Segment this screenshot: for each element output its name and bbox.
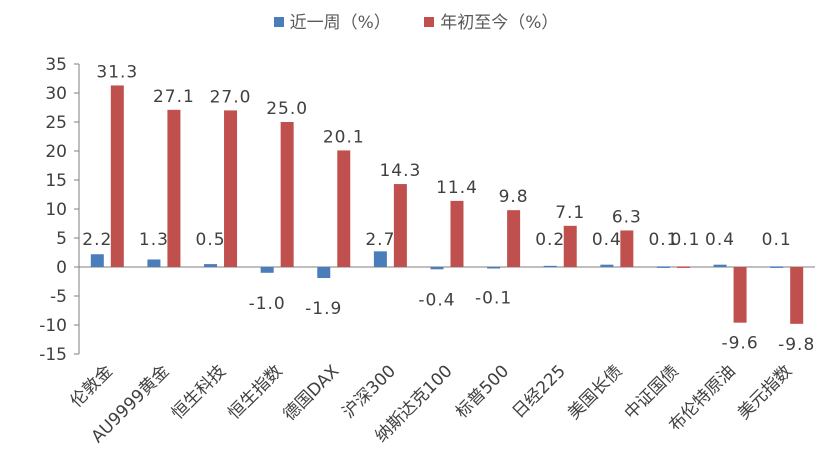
category-label: 恒生指数 — [224, 361, 286, 423]
data-label-ytd: 11.4 — [436, 178, 478, 198]
bar-ytd — [450, 200, 464, 267]
y-tick-label: -5 — [50, 287, 67, 307]
y-tick-label: -15 — [39, 345, 67, 365]
bar-ytd — [393, 184, 407, 267]
bar-layer — [90, 85, 804, 324]
data-label-weekly: -1.9 — [305, 299, 342, 319]
bar-ytd — [224, 110, 238, 268]
legend-label-weekly: 近一周（%） — [289, 13, 391, 33]
y-tick-label: 25 — [45, 113, 67, 133]
bar-ytd — [790, 267, 804, 324]
data-label-ytd: -9.6 — [721, 334, 758, 354]
data-label-ytd: 7.1 — [555, 203, 585, 223]
y-tick-label: 5 — [56, 229, 67, 249]
category-label-layer: 伦敦金AU9999黄金恒生科技恒生指数德国DAX沪深300纳斯达克100标普50… — [67, 361, 797, 447]
bar-weekly — [770, 266, 784, 268]
data-label-weekly: 2.7 — [365, 230, 395, 250]
category-label: 美元指数 — [734, 361, 796, 423]
data-label-ytd: 14.3 — [379, 161, 421, 181]
y-tick-label: 15 — [45, 171, 67, 191]
data-label-ytd: 0.1 — [670, 230, 700, 250]
legend-item-weekly: 近一周（%） — [273, 8, 391, 33]
y-tick-label: 10 — [45, 200, 67, 220]
legend-swatch-ytd — [424, 17, 435, 27]
bar-ytd — [676, 266, 690, 268]
data-label-weekly: 0.1 — [648, 230, 678, 250]
bar-ytd — [620, 230, 634, 267]
category-label: 德国DAX — [280, 361, 344, 425]
y-tick-label: 35 — [45, 55, 67, 75]
data-label-weekly: 0.4 — [705, 230, 735, 250]
data-label-weekly: 0.2 — [535, 230, 565, 250]
data-label-ytd: 27.0 — [210, 87, 252, 107]
bar-weekly — [147, 259, 161, 267]
data-label-ytd: 27.1 — [153, 87, 195, 107]
bar-weekly — [204, 264, 218, 267]
bar-weekly — [600, 264, 614, 267]
bar-ytd — [563, 225, 577, 267]
y-tick-label: 20 — [45, 142, 67, 162]
data-label-ytd: 9.8 — [499, 187, 529, 207]
bar-ytd — [280, 122, 294, 267]
data-label-ytd: 20.1 — [323, 127, 365, 147]
axis-layer: -15 -10 -5 0 5 10 15 20 25 30 35 — [39, 55, 815, 365]
bar-ytd — [507, 210, 521, 267]
data-label-weekly: 0.5 — [196, 230, 226, 250]
bar-ytd — [167, 109, 181, 267]
y-tick-label: 30 — [45, 84, 67, 104]
legend-swatch-weekly — [273, 17, 284, 27]
bar-weekly — [260, 267, 274, 273]
bar-weekly — [543, 265, 557, 268]
bar-weekly — [373, 251, 387, 267]
data-label-weekly: -1.0 — [249, 294, 286, 314]
data-label-weekly: -0.1 — [475, 289, 512, 309]
bar-weekly — [713, 264, 727, 267]
data-label-ytd: -9.8 — [778, 335, 815, 355]
category-label: 日经225 — [509, 361, 570, 422]
bar-weekly — [656, 266, 670, 268]
legend-item-ytd: 年初至今（%） — [424, 8, 558, 33]
bar-weekly — [317, 267, 331, 279]
data-label-weekly: 1.3 — [139, 230, 169, 250]
chart-legend: 近一周（%） 年初至今（%） — [0, 8, 832, 33]
category-label: 伦敦金 — [67, 361, 117, 411]
bar-weekly — [487, 267, 501, 269]
bar-ytd — [337, 150, 351, 267]
legend-label-ytd: 年初至今（%） — [440, 13, 559, 33]
data-label-ytd: 6.3 — [612, 207, 642, 227]
y-tick-label: 0 — [56, 258, 67, 278]
data-label-weekly: 0.1 — [762, 230, 792, 250]
bar-ytd — [733, 267, 747, 323]
category-label: 美国长债 — [564, 361, 626, 423]
data-label-weekly: -0.4 — [418, 290, 455, 310]
data-label-ytd: 31.3 — [96, 62, 138, 82]
data-label-weekly: 2.2 — [82, 230, 112, 250]
data-label-layer: 2.2 31.3 1.3 27.1 0.5 27.0 -1.0 25.0 -1.9 20.1 2.7… — [82, 62, 815, 355]
data-label-weekly: 0.4 — [592, 230, 622, 250]
data-label-ytd: 25.0 — [266, 99, 308, 119]
bar-weekly — [430, 267, 444, 270]
y-tick-label: -10 — [39, 316, 67, 336]
category-label: 恒生科技 — [168, 361, 230, 423]
bar-weekly — [90, 254, 104, 267]
bar-ytd — [110, 85, 124, 268]
category-label: 标普500 — [452, 361, 513, 422]
